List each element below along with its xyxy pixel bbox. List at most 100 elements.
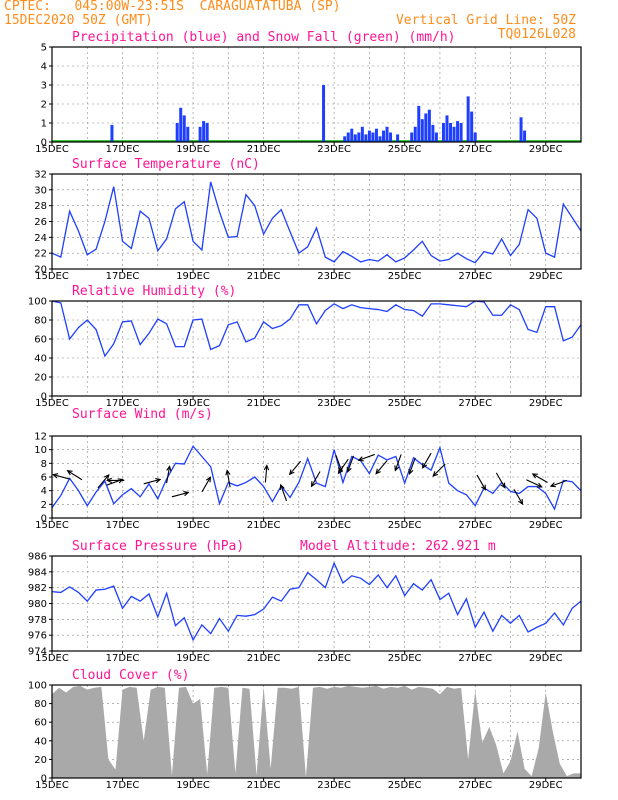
wind-arrow xyxy=(432,463,446,477)
x-tick-label: 17DEC xyxy=(106,398,140,409)
precip-bar xyxy=(371,132,375,142)
precip-bar xyxy=(473,132,477,142)
wind-arrow-head xyxy=(51,473,59,479)
wind-arrow-head xyxy=(421,462,428,469)
x-tick-label: 17DEC xyxy=(106,780,140,791)
wind-arrow-head xyxy=(263,464,270,471)
x-tick-label: 29DEC xyxy=(529,144,563,155)
precip-bar xyxy=(346,132,350,142)
wind-arrow-shaft xyxy=(422,452,432,469)
wind-arrow-head xyxy=(225,469,231,476)
precip-bar xyxy=(441,123,445,142)
wind-arrow-head xyxy=(155,477,162,484)
wind-arrow xyxy=(263,464,270,483)
wind-arrow-shaft xyxy=(358,453,375,461)
y-tick-label: 10 xyxy=(34,445,47,456)
x-tick-label: 29DEC xyxy=(529,398,563,409)
panel-title: Surface Temperature (nC) xyxy=(72,157,260,172)
series-line xyxy=(51,300,582,358)
y-tick-label: 5 xyxy=(41,43,47,54)
x-tick-label: 19DEC xyxy=(176,520,210,531)
y-tick-label: 22 xyxy=(34,249,47,260)
precip-bar xyxy=(364,134,368,142)
x-tick-label: 21DEC xyxy=(247,653,281,664)
wind-arrow-head xyxy=(183,490,190,497)
y-tick-label: 24 xyxy=(34,233,47,244)
x-tick-label: 29DEC xyxy=(529,271,563,282)
panel-3: 0 20 40 60 80 100 15DEC 17DEC 19DEC 21DEC 23DEC 25D… xyxy=(28,284,582,409)
wind-arrow-shaft xyxy=(201,477,211,493)
x-tick-label: 19DEC xyxy=(176,271,210,282)
wind-arrow-shaft xyxy=(53,474,70,480)
y-tick-label: 20 xyxy=(34,755,47,766)
wind-arrow-head xyxy=(117,478,124,484)
precip-bar xyxy=(466,96,470,142)
x-tick-label: 27DEC xyxy=(458,520,492,531)
y-tick-label: 32 xyxy=(34,170,47,181)
precip-bar xyxy=(389,132,393,142)
wind-arrow-shaft xyxy=(526,479,542,488)
x-tick-label: 19DEC xyxy=(176,144,210,155)
precip-bar xyxy=(452,126,456,142)
x-tick-label: 25DEC xyxy=(388,144,422,155)
x-tick-label: 15DEC xyxy=(35,144,69,155)
wind-arrow xyxy=(225,469,231,488)
panel-6: 0 20 40 60 80 100 15DEC 17DEC 19DEC 21DEC 23DEC 25D… xyxy=(28,668,582,791)
x-tick-label: 25DEC xyxy=(388,398,422,409)
x-tick-label: 17DEC xyxy=(106,520,140,531)
y-tick-label: 1 xyxy=(41,119,47,130)
x-tick-label: 27DEC xyxy=(458,144,492,155)
x-tick-label: 21DEC xyxy=(247,271,281,282)
x-tick-label: 25DEC xyxy=(388,271,422,282)
wind-arrow-head xyxy=(205,476,212,483)
wind-arrow-head xyxy=(531,473,538,479)
x-tick-label: 25DEC xyxy=(388,653,422,664)
plot-frame xyxy=(51,46,582,143)
wind-arrow-shaft xyxy=(513,489,523,505)
y-tick-label: 2 xyxy=(41,500,47,511)
precip-bar xyxy=(343,136,347,142)
x-tick-label: 23DEC xyxy=(317,653,351,664)
wind-arrow-head xyxy=(357,456,364,462)
precip-bar xyxy=(449,123,453,142)
x-tick-label: 19DEC xyxy=(176,398,210,409)
precip-bar xyxy=(470,111,474,142)
precip-bar xyxy=(182,115,186,142)
x-tick-label: 29DEC xyxy=(529,780,563,791)
wind-arrow-head xyxy=(432,471,439,477)
precip-bar xyxy=(110,124,114,142)
wind-arrow-head xyxy=(536,482,543,488)
x-tick-label: 29DEC xyxy=(529,653,563,664)
x-tick-label: 23DEC xyxy=(317,780,351,791)
x-tick-label: 15DEC xyxy=(35,653,69,664)
precip-bar xyxy=(417,105,421,142)
wind-arrow-head xyxy=(279,483,285,490)
panel-4: 0 2 4 6 8 10 12 15DEC 17DEC 19DEC 21DEC 23DEC 25DEC 2… xyxy=(34,407,582,531)
wind-arrow-shaft xyxy=(550,479,568,487)
precip-bar xyxy=(396,134,400,142)
wind-arrow-shaft xyxy=(394,454,402,471)
precip-bar xyxy=(523,130,527,142)
wind-arrow xyxy=(495,472,506,489)
run-date: 15DEC2020 50Z (GMT) xyxy=(4,13,153,28)
precip-bar xyxy=(360,126,364,142)
wind-arrow xyxy=(346,455,355,473)
y-tick-label: 974 xyxy=(28,647,47,658)
wind-arrow xyxy=(337,458,349,475)
wind-arrow-head xyxy=(310,481,316,488)
y-tick-label: 6 xyxy=(41,473,47,484)
wind-arrow-head xyxy=(408,468,414,476)
precip-bar xyxy=(431,124,435,142)
wind-arrow-head xyxy=(518,498,524,506)
plot-frame xyxy=(51,300,582,397)
y-tick-label: 0 xyxy=(41,392,47,403)
precip-bar xyxy=(357,132,361,142)
precip-bar xyxy=(202,121,206,142)
x-tick-label: 15DEC xyxy=(35,398,69,409)
panel-title: Relative Humidity (%) xyxy=(72,284,236,299)
x-tick-label: 21DEC xyxy=(247,780,281,791)
panel-1: 0 1 2 3 4 5 15DEC 17DEC 19DEC 21DEC 23DEC 25DEC 27DE… xyxy=(35,30,582,155)
y-tick-label: 0 xyxy=(41,514,47,525)
wind-arrow-shaft xyxy=(408,457,416,475)
wind-arrow-shaft xyxy=(143,478,161,485)
